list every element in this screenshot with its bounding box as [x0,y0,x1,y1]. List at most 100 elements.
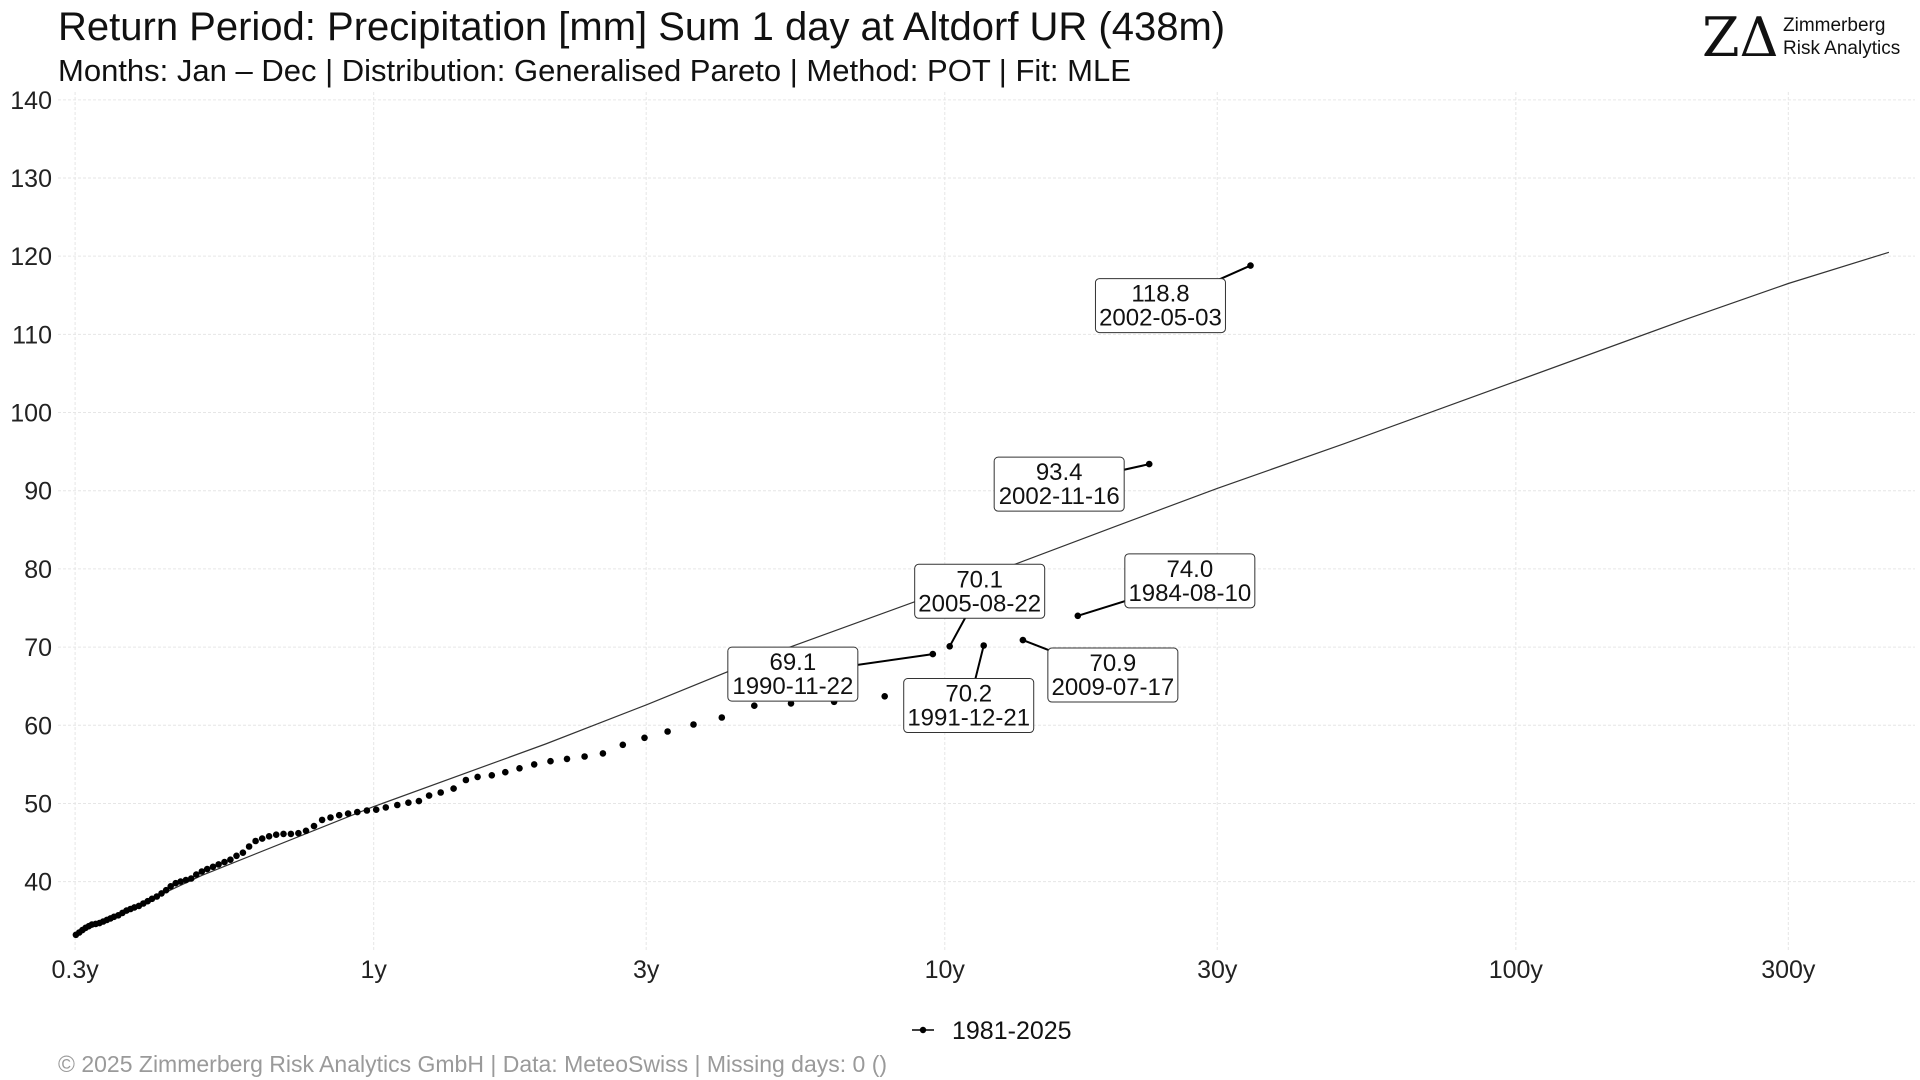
annotation-box [1047,647,1179,703]
data-point [980,642,987,649]
data-point [239,849,247,856]
data-point [258,835,266,842]
data-point [488,772,496,779]
data-point [474,773,481,781]
data-point [1145,460,1153,468]
y-tick-label: 50 [24,790,52,818]
data-point [530,761,538,768]
data-point [382,804,390,811]
annotation-value: 70.1 [956,566,1003,593]
annotation-box [1124,553,1256,609]
data-point [327,814,334,821]
data-point [1074,612,1082,620]
y-axis-ticks: 40 50 60 70 80 90 100 110 120 130 140 [10,87,52,897]
grid [58,92,1915,952]
annotation-box [1094,278,1226,334]
y-tick-label: 140 [10,87,52,115]
annotation-box [993,456,1125,512]
data-point [287,830,295,838]
data-point [310,822,318,830]
data-point [227,856,234,863]
data-point [405,799,412,806]
legend: 1981-2025 [912,1017,1072,1045]
y-tick-label: 120 [10,243,52,271]
data-point [425,792,433,799]
y-tick-label: 100 [10,400,52,428]
data-point [203,865,211,873]
y-tick-label: 110 [12,321,52,349]
data-point [690,721,697,728]
logo: ZΔ Zimmerberg Risk Analytics [1702,6,1900,69]
x-tick-label: 0.3y [51,956,99,984]
data-point [344,810,352,817]
data-point [718,714,726,721]
data-point [272,831,280,838]
logo-line-2: Risk Analytics [1783,38,1900,59]
logo-mark: ZΔ [1702,6,1779,69]
data-point [233,852,240,860]
data-point [252,837,259,845]
data-point [215,861,222,868]
y-tick-label: 70 [24,634,52,662]
annotation-value: 69.1 [769,649,816,676]
data-point [167,883,174,890]
data-point [516,765,523,772]
data-point [450,785,457,792]
data-point [664,728,671,735]
data-point [581,753,588,760]
data-point [372,806,380,813]
x-axis-ticks: 0.3y 1y 3y 10y 30y 100y 300y [51,956,1815,984]
annotation-date: 2002-05-03 [1099,305,1222,332]
data-point [787,700,795,707]
annotation-box [914,563,1046,619]
annotation-value: 74.0 [1166,556,1213,583]
data-point [415,797,423,805]
y-tick-label: 90 [24,478,52,506]
data-points [72,262,1254,939]
data-point [335,811,343,819]
data-point [187,875,195,882]
x-tick-label: 1y [361,956,388,984]
data-point [363,807,371,814]
data-point [751,702,758,709]
data-point [158,890,165,897]
data-point [198,868,206,875]
annotation-date: 2002-11-16 [999,483,1120,510]
data-point [221,858,228,866]
annotation-date: 2009-07-17 [1051,674,1174,701]
data-point [354,808,361,816]
chart-title: Return Period: Precipitation [mm] Sum 1 … [58,5,1225,49]
data-point [394,801,401,809]
data-point [302,827,310,835]
x-tick-label: 3y [633,956,660,984]
annotation-date: 1984-08-10 [1128,580,1251,607]
x-tick-label: 300y [1761,956,1816,984]
data-point [295,829,302,837]
chart-subtitle: Months: Jan – Dec | Distribution: Genera… [58,53,1131,88]
data-point [599,750,607,757]
data-point [437,789,445,796]
x-tick-label: 30y [1197,956,1238,984]
data-point [265,833,273,840]
data-point [502,768,509,776]
legend-label: 1981-2025 [952,1017,1072,1045]
annotation-date: 1990-11-22 [732,673,853,700]
annotation-value: 93.4 [1036,459,1083,486]
data-point [162,886,170,894]
data-point [177,878,184,885]
data-point [881,693,888,700]
data-point [641,734,648,742]
annotation-box [727,646,859,702]
data-point [245,843,253,850]
annotation-box [903,678,1035,734]
annotation-date: 1991-12-21 [907,705,1030,732]
x-tick-label: 100y [1489,956,1544,984]
y-tick-label: 40 [24,869,52,897]
